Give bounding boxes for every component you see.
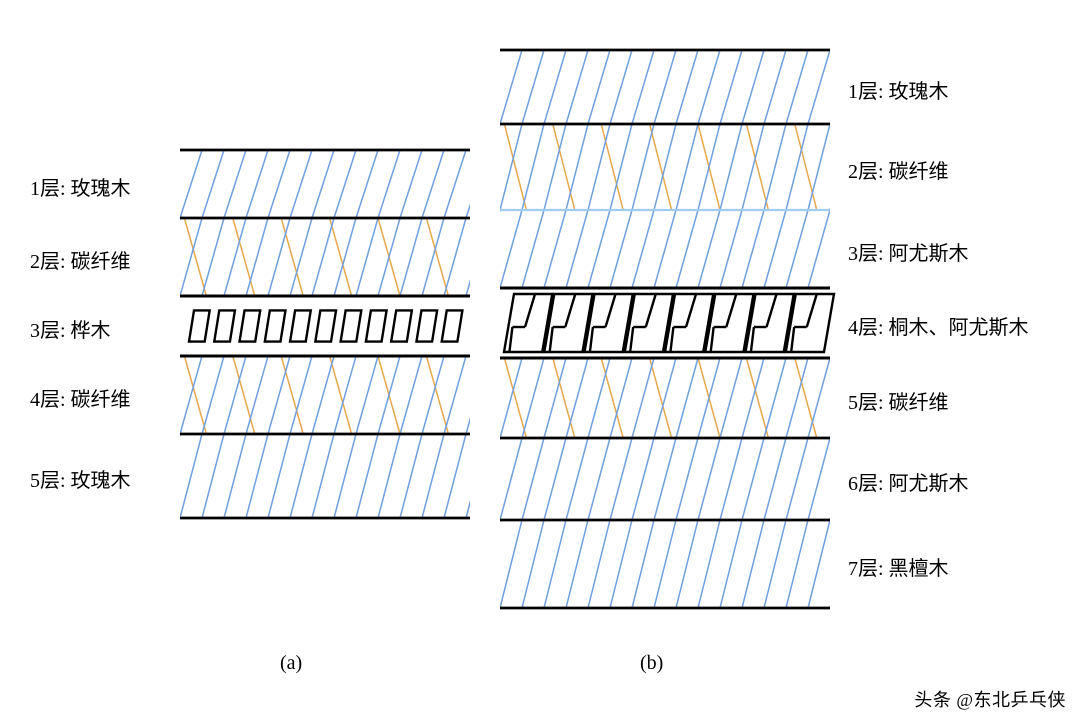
layer-label: 3层: 桦木 (30, 314, 111, 343)
layer-label: 5层: 碳纤维 (848, 386, 949, 415)
layer-label: 7层: 黑檀木 (848, 552, 949, 581)
caption-a: (a) (280, 652, 302, 675)
layer-label: 1层: 玫瑰木 (848, 75, 949, 104)
diagram-canvas (0, 0, 1080, 720)
watermark-text: 头条 @东北乒乓侠 (914, 686, 1066, 712)
layer-label: 4层: 碳纤维 (30, 383, 131, 412)
layer-label: 5层: 玫瑰木 (30, 464, 131, 493)
layer-label: 1层: 玫瑰木 (30, 172, 131, 201)
layer-label: 6层: 阿尤斯木 (848, 467, 969, 496)
layer-label: 4层: 桐木、阿尤斯木 (848, 311, 1029, 340)
layer-label: 2层: 碳纤维 (848, 155, 949, 184)
caption-b: (b) (640, 652, 663, 675)
layer-label: 3层: 阿尤斯木 (848, 237, 969, 266)
layer-label: 2层: 碳纤维 (30, 245, 131, 274)
